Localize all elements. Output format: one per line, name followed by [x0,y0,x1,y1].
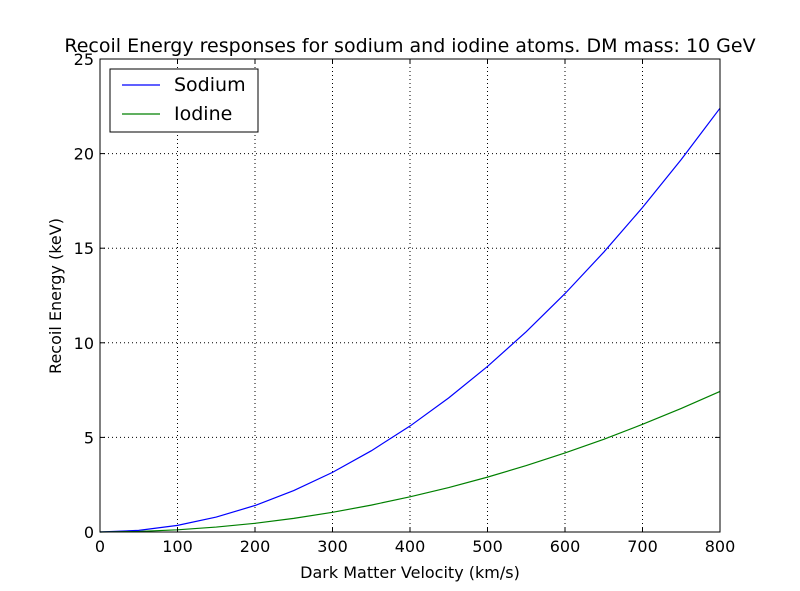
y-axis-label: Recoil Energy (keV) [46,218,65,374]
y-tick-label: 0 [84,523,94,542]
grid-lines [100,59,720,532]
x-tick-label: 400 [395,537,426,556]
chart-title: Recoil Energy responses for sodium and i… [64,35,755,57]
x-tick-label: 700 [627,537,658,556]
y-axis-tick-labels: 0 5 10 15 20 25 [74,50,94,542]
series-lines [99,107,721,533]
x-axis-tick-labels: 0 100 200 300 400 500 600 700 800 [95,537,735,556]
y-tick-label: 20 [74,145,94,164]
legend: Sodium Iodine [109,68,259,133]
legend-label-sodium: Sodium [174,74,246,96]
x-tick-label: 300 [317,537,348,556]
x-tick-label: 100 [162,537,193,556]
series-line-sodium [99,107,721,533]
y-tick-label: 15 [74,239,94,258]
x-tick-label: 0 [95,537,105,556]
y-tick-label: 10 [74,334,94,353]
x-axis-label: Dark Matter Velocity (km/s) [300,563,520,582]
y-tick-label: 5 [84,428,94,447]
legend-label-iodine: Iodine [174,103,232,125]
axis-ticks [99,58,721,533]
legend-box [109,68,259,133]
x-tick-label: 200 [240,537,271,556]
x-tick-label: 800 [705,537,736,556]
series-line-iodine [99,390,721,533]
y-tick-label: 25 [74,50,94,69]
x-tick-label: 600 [550,537,581,556]
x-tick-label: 500 [472,537,503,556]
